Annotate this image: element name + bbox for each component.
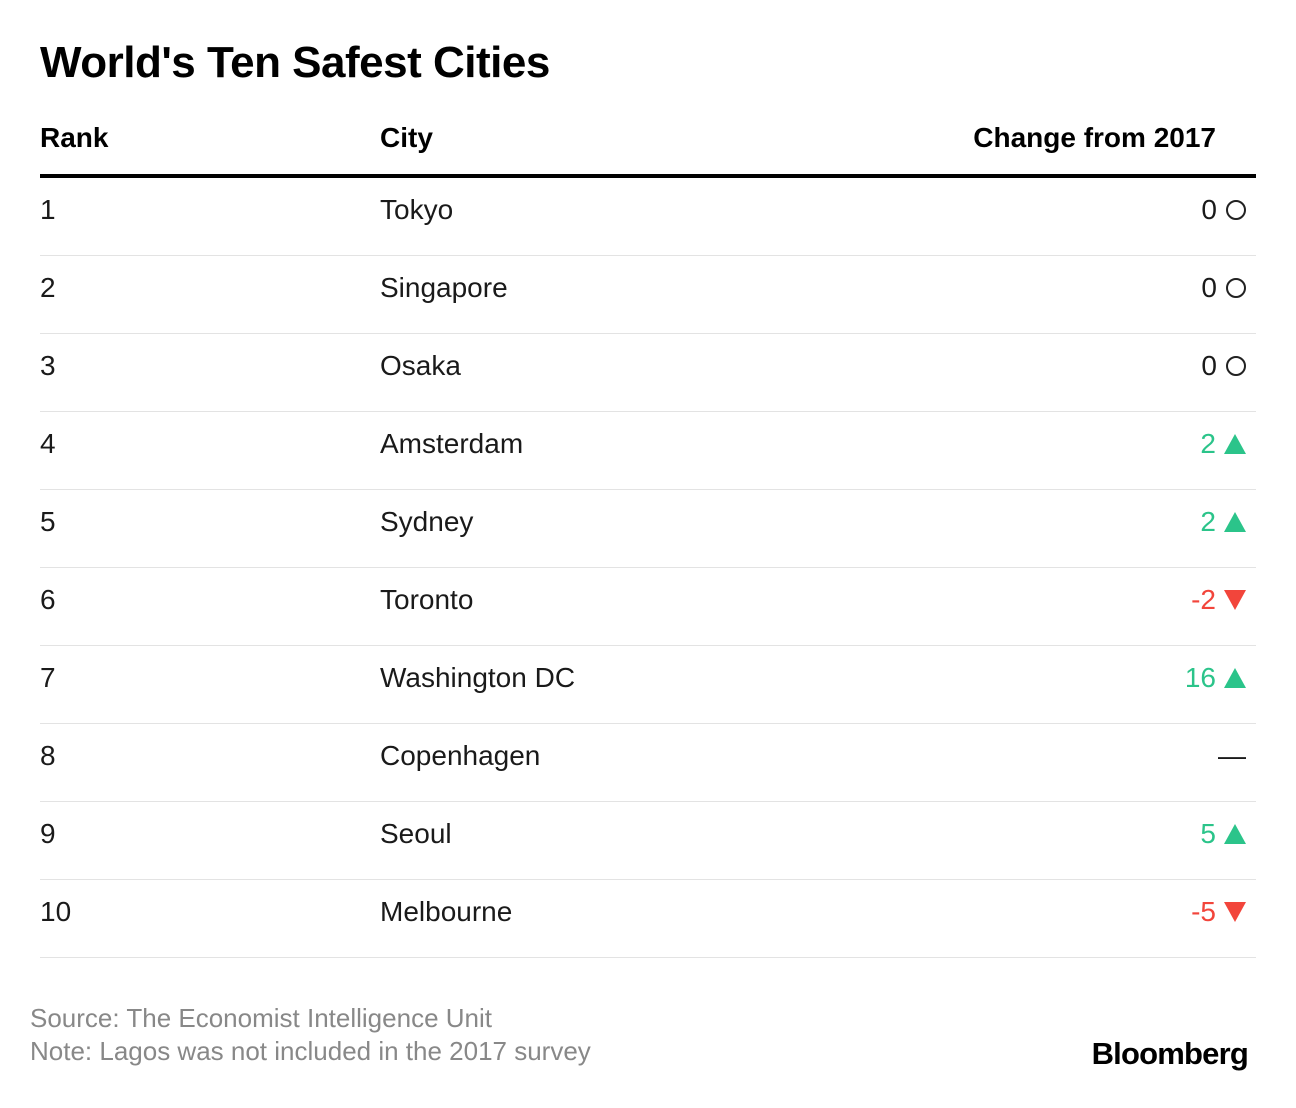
city-cell: Melbourne (380, 896, 513, 927)
city-cell: Copenhagen (380, 740, 541, 771)
change-cell: 16 (1185, 662, 1246, 694)
change-value: 2 (1200, 428, 1216, 459)
table-row: 10 Melbourne -5 (40, 880, 1256, 958)
unchanged-circle-icon (1226, 278, 1246, 298)
change-cell: — (1218, 740, 1246, 772)
rank-cell: 7 (40, 662, 56, 693)
city-cell: Osaka (380, 350, 461, 381)
unchanged-circle-icon (1226, 200, 1246, 220)
rank-cell: 10 (40, 896, 72, 927)
city-cell: Amsterdam (380, 428, 524, 459)
table-body: 1 Tokyo 0 2 Singapore 0 3 Osaka 0 4 Amsterdam 2 5 Syd… (40, 178, 1256, 958)
change-value: 0 (1201, 272, 1217, 303)
city-cell: Tokyo (380, 194, 454, 225)
city-cell: Sydney (380, 506, 474, 537)
change-cell: 0 (1201, 350, 1246, 382)
column-header-rank: Rank (40, 122, 109, 153)
table-row: 5 Sydney 2 (40, 490, 1256, 568)
change-cell: 2 (1200, 506, 1246, 538)
change-value: 2 (1200, 506, 1216, 537)
change-value: 5 (1200, 818, 1216, 849)
rank-cell: 4 (40, 428, 56, 459)
table-row: 8 Copenhagen — (40, 724, 1256, 802)
source-text: Source: The Economist Intelligence Unit (30, 1003, 492, 1033)
table-row: 3 Osaka 0 (40, 334, 1256, 412)
chart-title: World's Ten Safest Cities (40, 38, 550, 87)
down-triangle-icon (1224, 902, 1246, 922)
column-header-city: City (380, 122, 433, 153)
up-triangle-icon (1224, 668, 1246, 688)
rank-cell: 8 (40, 740, 56, 771)
footer-notes: Source: The Economist Intelligence Unit … (30, 1002, 591, 1068)
city-cell: Seoul (380, 818, 452, 849)
change-value: 0 (1201, 194, 1217, 225)
bloomberg-logo: Bloomberg (1091, 1036, 1249, 1071)
column-header-change: Change from 2017 (973, 122, 1216, 153)
rankings-table: Rank City Change from 2017 1 Tokyo 0 2 Singa… (40, 110, 1256, 958)
city-cell: Toronto (380, 584, 474, 615)
up-triangle-icon (1224, 512, 1246, 532)
rank-cell: 3 (40, 350, 56, 381)
table-row: 2 Singapore 0 (40, 256, 1256, 334)
unchanged-circle-icon (1226, 356, 1246, 376)
change-value: -2 (1191, 584, 1216, 615)
rank-cell: 1 (40, 194, 56, 225)
change-value: — (1218, 740, 1246, 771)
table-header: Rank City Change from 2017 (40, 110, 1256, 178)
change-value: 16 (1184, 662, 1216, 693)
city-cell: Washington DC (380, 662, 576, 693)
change-cell: -2 (1191, 584, 1246, 616)
table-row: 4 Amsterdam 2 (40, 412, 1256, 490)
change-cell: 2 (1200, 428, 1246, 460)
change-value: -5 (1191, 896, 1216, 927)
change-value: 0 (1201, 350, 1217, 381)
change-cell: 5 (1200, 818, 1246, 850)
down-triangle-icon (1224, 590, 1246, 610)
rank-cell: 5 (40, 506, 56, 537)
table-row: 7 Washington DC 16 (40, 646, 1256, 724)
note-text: Note: Lagos was not included in the 2017… (30, 1036, 591, 1066)
up-triangle-icon (1224, 434, 1246, 454)
change-cell: 0 (1201, 272, 1246, 304)
rank-cell: 9 (40, 818, 56, 849)
table-row: 1 Tokyo 0 (40, 178, 1256, 256)
rank-cell: 2 (40, 272, 56, 303)
change-cell: -5 (1191, 896, 1246, 928)
city-cell: Singapore (380, 272, 508, 303)
change-cell: 0 (1201, 194, 1246, 226)
table-row: 9 Seoul 5 (40, 802, 1256, 880)
rank-cell: 6 (40, 584, 56, 615)
up-triangle-icon (1224, 824, 1246, 844)
table-row: 6 Toronto -2 (40, 568, 1256, 646)
